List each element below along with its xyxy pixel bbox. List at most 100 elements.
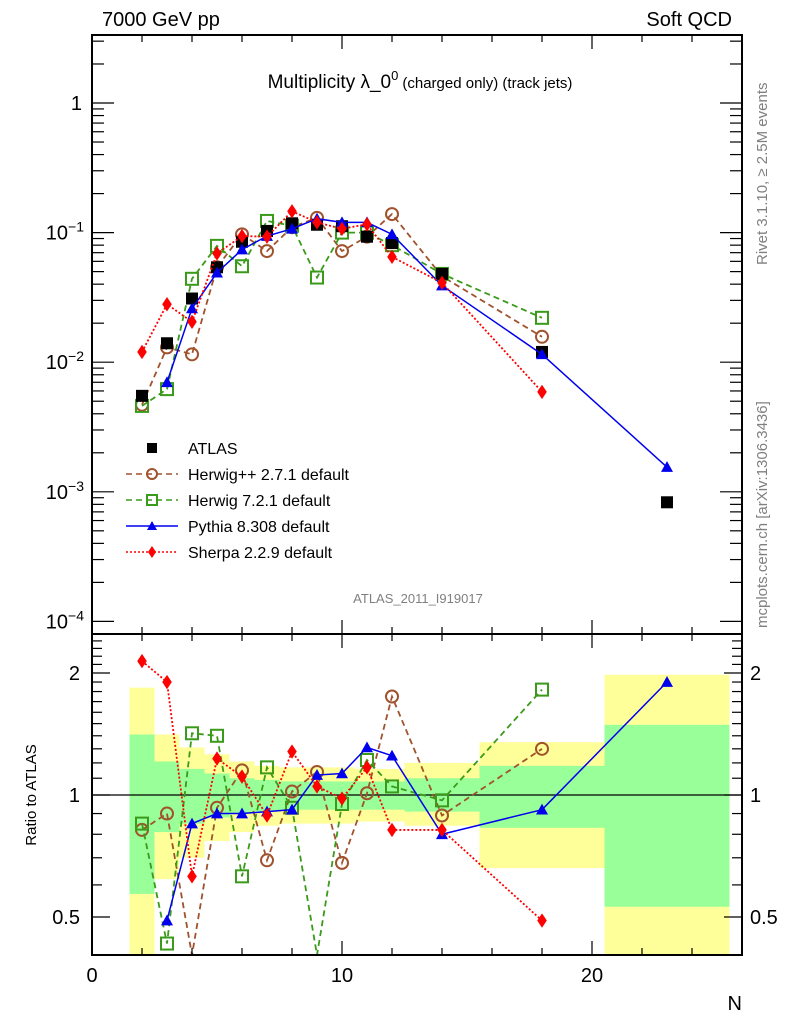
marker-diamond [187, 314, 197, 329]
marker-diamond [137, 344, 147, 360]
marker-triangle [286, 222, 298, 234]
marker-triangle [286, 803, 298, 815]
marker-diamond [162, 297, 172, 312]
side-text-mcplots: mcplots.cern.ch [arXiv:1306.3436] [754, 401, 771, 628]
marker-square [147, 443, 157, 453]
marker-triangle [236, 807, 248, 819]
marker-triangle [386, 228, 398, 240]
series-line [166, 217, 668, 468]
marker-diamond [362, 217, 372, 232]
ratio-tick-label-right: 1 [750, 785, 761, 807]
marker-square [386, 237, 398, 250]
ratio-band-green [604, 724, 730, 907]
marker-open-square [535, 682, 549, 697]
marker-diamond [337, 791, 347, 806]
marker-triangle [211, 807, 223, 819]
x-tick-label: 20 [581, 965, 603, 987]
x-axis-label: N [728, 993, 742, 1015]
marker-open-circle [185, 347, 199, 362]
marker-open-square [160, 936, 174, 951]
y-tick-label: 10−1 [46, 219, 84, 245]
marker-diamond [437, 275, 447, 290]
marker-open-circle [260, 244, 274, 259]
marker-diamond [437, 822, 447, 838]
ratio-tick-label-left: 0.5 [52, 907, 80, 929]
ratio-band-green [179, 768, 205, 824]
marker-open-circle [535, 329, 549, 344]
ratio-tick-label-right: 2 [750, 663, 761, 685]
legend-label: Herwig++ 2.7.1 default [188, 467, 350, 484]
marker-diamond [287, 204, 297, 219]
marker-open-square [185, 271, 199, 286]
marker-triangle [336, 767, 348, 779]
marker-open-circle [260, 853, 274, 868]
analysis-id: ATLAS_2011_I919017 [353, 591, 483, 606]
marker-triangle [161, 376, 173, 388]
marker-open-square [235, 869, 249, 884]
marker-open-circle [285, 784, 299, 799]
marker-square [436, 267, 448, 280]
side-text-rivet: Rivet 3.1.10, ≥ 2.5M events [754, 83, 771, 266]
legend-label: Herwig 7.2.1 default [188, 493, 331, 510]
marker-open-square [235, 259, 249, 274]
marker-diamond [537, 384, 547, 400]
header-left: 7000 GeV pp [102, 9, 220, 31]
x-tick-label: 10 [331, 965, 353, 987]
marker-diamond [237, 769, 247, 784]
marker-triangle [161, 914, 173, 926]
marker-diamond [187, 869, 197, 884]
series-pythia-8-308-default [161, 212, 673, 472]
marker-diamond [262, 808, 272, 823]
marker-diamond [237, 228, 247, 244]
legend-item: Herwig++ 2.7.1 default [126, 467, 350, 484]
marker-open-circle [435, 808, 449, 823]
plot-title-sup: 0 [391, 68, 398, 83]
marker-triangle [536, 803, 548, 815]
marker-diamond [312, 215, 322, 230]
marker-open-square [135, 816, 149, 831]
marker-open-square [310, 270, 324, 285]
legend-label: ATLAS [188, 441, 238, 458]
plot-title: Multiplicity λ_00 (charged only) (track j… [268, 68, 573, 93]
marker-open-square [385, 779, 399, 794]
marker-triangle [147, 521, 157, 530]
marker-square [161, 337, 173, 350]
marker-diamond [337, 221, 347, 236]
marker-diamond [387, 822, 397, 838]
marker-open-square [260, 760, 274, 775]
marker-open-circle [160, 806, 174, 821]
marker-triangle [236, 243, 248, 255]
legend-item: Sherpa 2.2.9 default [126, 545, 333, 562]
marker-diamond [287, 744, 297, 759]
main-plot-series [135, 204, 673, 509]
y-tick-label: 10−4 [46, 607, 84, 633]
ratio-band-green [129, 734, 155, 894]
legend-item: Pythia 8.308 default [126, 519, 330, 536]
marker-square [186, 292, 198, 305]
marker-diamond [162, 674, 172, 690]
marker-triangle [186, 817, 198, 829]
marker-diamond [387, 249, 397, 265]
marker-open-circle [360, 786, 374, 801]
marker-diamond [312, 779, 322, 794]
x-tick-label: 0 [86, 965, 97, 987]
marker-triangle [311, 769, 323, 780]
plot-title-main: Multiplicity λ_0 [268, 72, 392, 93]
ratio-tick-label-left: 2 [69, 663, 80, 685]
marker-open-circle [146, 468, 158, 480]
y-tick-label: 1 [71, 93, 82, 115]
legend-item: Herwig 7.2.1 default [126, 493, 331, 510]
plot-title-suffix: (charged only) (track jets) [402, 75, 572, 92]
legend-label: Pythia 8.308 default [188, 519, 330, 536]
marker-triangle [661, 461, 673, 472]
marker-open-square [535, 310, 549, 325]
marker-open-circle [385, 689, 399, 704]
marker-open-square [185, 726, 199, 741]
legend: ATLAS Herwig++ 2.7.1 default Herwig 7.2.1 … [126, 441, 350, 562]
marker-open-square [435, 793, 449, 808]
marker-diamond [362, 760, 372, 775]
marker-triangle [386, 749, 398, 761]
marker-diamond [262, 229, 272, 244]
marker-open-circle [385, 207, 399, 222]
ratio-band-green [479, 765, 605, 828]
